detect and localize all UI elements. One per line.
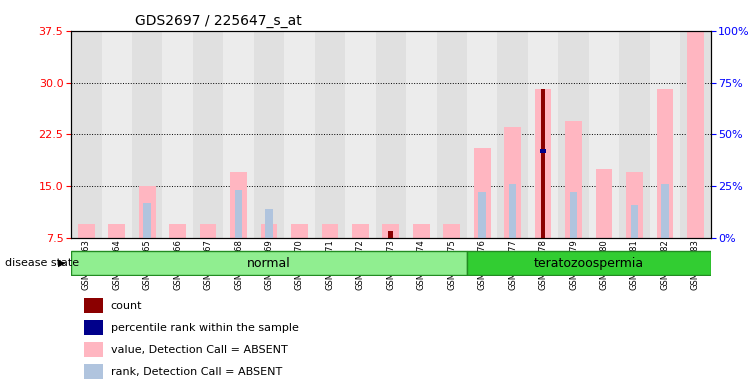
- Bar: [254, 31, 284, 238]
- Bar: [540, 149, 546, 153]
- Bar: [71, 251, 467, 275]
- Bar: [78, 224, 95, 238]
- Bar: [479, 192, 486, 238]
- Bar: [497, 31, 528, 238]
- Bar: [504, 127, 521, 238]
- Bar: [200, 224, 216, 238]
- Bar: [235, 190, 242, 238]
- Text: percentile rank within the sample: percentile rank within the sample: [111, 323, 298, 333]
- Text: teratozoospermia: teratozoospermia: [534, 257, 644, 270]
- Bar: [108, 224, 125, 238]
- Bar: [541, 89, 545, 238]
- Text: GDS2697 / 225647_s_at: GDS2697 / 225647_s_at: [135, 14, 301, 28]
- Bar: [589, 31, 619, 238]
- Bar: [382, 224, 399, 238]
- Bar: [680, 31, 711, 238]
- Text: normal: normal: [247, 257, 291, 270]
- Bar: [84, 298, 103, 313]
- Bar: [444, 224, 460, 238]
- Bar: [266, 209, 273, 238]
- Bar: [565, 121, 582, 238]
- Bar: [509, 184, 516, 238]
- Bar: [71, 31, 102, 238]
- Bar: [169, 224, 186, 238]
- Bar: [388, 231, 393, 238]
- Bar: [558, 31, 589, 238]
- Text: disease state: disease state: [5, 258, 79, 268]
- Bar: [260, 224, 278, 238]
- Bar: [102, 31, 132, 238]
- Bar: [413, 224, 429, 238]
- Bar: [230, 172, 247, 238]
- Bar: [352, 224, 369, 238]
- Bar: [661, 184, 669, 238]
- Bar: [467, 251, 711, 275]
- Bar: [322, 224, 338, 238]
- Text: count: count: [111, 301, 142, 311]
- Bar: [224, 31, 254, 238]
- Bar: [631, 205, 638, 238]
- Bar: [315, 31, 345, 238]
- Text: ▶: ▶: [58, 258, 66, 268]
- Bar: [437, 31, 467, 238]
- Bar: [84, 342, 103, 358]
- Bar: [535, 89, 551, 238]
- Bar: [375, 31, 406, 238]
- Bar: [144, 203, 151, 238]
- Bar: [132, 31, 162, 238]
- Text: value, Detection Call = ABSENT: value, Detection Call = ABSENT: [111, 345, 287, 355]
- Text: rank, Detection Call = ABSENT: rank, Detection Call = ABSENT: [111, 367, 282, 377]
- Bar: [162, 31, 193, 238]
- Bar: [570, 192, 577, 238]
- Bar: [406, 31, 437, 238]
- Bar: [84, 320, 103, 335]
- Bar: [619, 31, 650, 238]
- Bar: [595, 169, 613, 238]
- Bar: [84, 364, 103, 379]
- Bar: [291, 224, 308, 238]
- Bar: [193, 31, 224, 238]
- Bar: [345, 31, 375, 238]
- Bar: [528, 31, 558, 238]
- Bar: [473, 148, 491, 238]
- Bar: [687, 31, 704, 238]
- Bar: [284, 31, 315, 238]
- Bar: [139, 186, 156, 238]
- Bar: [626, 172, 643, 238]
- Bar: [650, 31, 680, 238]
- Bar: [467, 31, 497, 238]
- Bar: [657, 89, 673, 238]
